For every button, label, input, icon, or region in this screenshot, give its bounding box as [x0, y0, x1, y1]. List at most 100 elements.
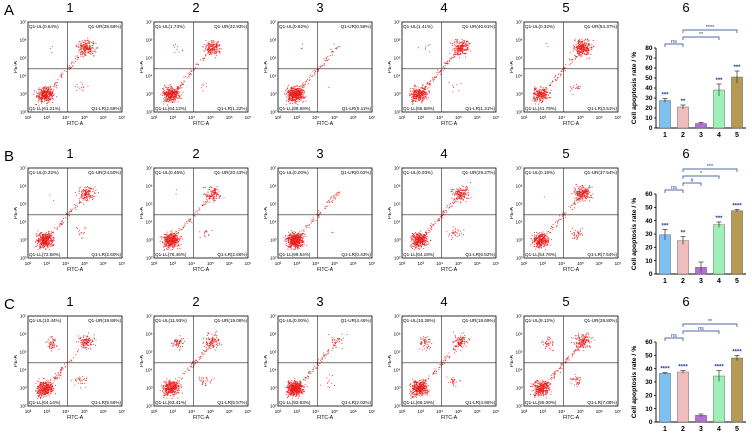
y-tick-label: 10⁴: [270, 368, 277, 373]
x-tick-label: 10⁷: [493, 115, 500, 120]
flow-cytometry-plot: 5 Q1-UL(0.16%) Q1-UR(37.54%) Q1-LL(54.76%) Q…: [510, 146, 622, 273]
x-tick-label: 10⁴: [188, 261, 195, 266]
quadrant-label: Q1-LL(64.12%): [155, 106, 187, 111]
y-tick-label: 10⁶: [270, 184, 277, 189]
x-tick-label: 10⁶: [474, 115, 481, 120]
x-tick-label: 10²: [275, 115, 282, 120]
x-tick-label: 10²: [151, 115, 158, 120]
y-tick-label: 10⁴: [394, 74, 401, 79]
y-tick-label: 10²: [270, 404, 277, 409]
x-tick-label: 10⁶: [226, 409, 233, 414]
bracket-label: **: [708, 319, 713, 325]
x-tick-label: 3: [699, 132, 703, 139]
event-dots: [283, 191, 340, 250]
quadrant-label: Q1-UR(20.43%): [214, 170, 247, 175]
y-tick-label: 40: [645, 85, 653, 92]
y-tick-label: 10⁷: [270, 314, 277, 319]
event-dots: [34, 186, 99, 250]
significance-label: ***: [733, 65, 741, 71]
flow-cytometry-plot: 2 Q1-UL(11.93%) Q1-UR(19.08%) Q1-LL(63.41%)…: [140, 294, 252, 421]
bar: [713, 375, 725, 423]
y-tick-label: 10⁵: [516, 56, 523, 61]
x-tick-label: 10²: [151, 261, 158, 266]
x-axis-label: FITC-A: [317, 267, 334, 273]
event-dots: [409, 182, 472, 251]
flow-cytometry-plot: 5 Q1-UL(9.12%) Q1-UR(28.80%) Q1-LL(55.00%) Q…: [510, 294, 622, 421]
y-tick-label: 0: [649, 419, 653, 426]
y-tick-label: 10⁷: [516, 166, 523, 171]
panel-number: 1: [66, 0, 74, 15]
event-dots: [530, 332, 595, 399]
flow-plot-svg: Q1-UL(0.64%) Q1-UR(35.58%) Q1-LL(61.21%) Q1…: [14, 20, 126, 128]
quadrant-label: Q1-LR(2.66%): [217, 252, 247, 257]
y-tick-label: 10⁶: [270, 38, 277, 43]
x-tick-label: 10³: [418, 409, 425, 414]
y-tick-label: 50: [645, 353, 653, 360]
bar-chart-svg: 0 10 20 30 40 50 60 70 80 Cell apoptosis rate / %…: [631, 25, 746, 139]
x-tick-label: 3: [699, 426, 703, 433]
y-tick-label: 10⁵: [270, 350, 277, 355]
x-tick-label: 10⁴: [558, 115, 565, 120]
y-axis-label: PE-A: [140, 207, 145, 219]
y-tick-label: 10²: [394, 404, 401, 409]
y-tick-label: 10³: [270, 386, 277, 391]
flow-plot-svg: Q1-UL(0.32%) Q1-UR(54.37%) Q1-LL(41.79%) Q1…: [510, 20, 622, 128]
y-tick-label: 10⁵: [394, 202, 401, 207]
significance-label: ****: [732, 203, 742, 209]
event-dots: [34, 332, 97, 400]
y-tick-label: 10³: [516, 92, 523, 97]
quadrant-label: Q1-UL(9.12%): [525, 318, 555, 323]
panel-number: 3: [316, 294, 324, 309]
row-label: B: [4, 148, 15, 165]
significance-label: ****: [678, 365, 688, 371]
apoptosis-bar-chart: 6 0 10 20 30 40 50 60 70 80 Cell apoptosis rate / …: [626, 0, 750, 142]
flow-cytometry-plot: 4 Q1-UL(10.26%) Q1-UR(18.69%) Q1-LL(66.19%)…: [388, 294, 500, 421]
x-tick-label: 10⁴: [62, 115, 69, 120]
y-tick-label: 20: [645, 105, 653, 112]
quadrant-label: Q1-UR(40.61%): [462, 24, 495, 29]
x-tick-label: 10⁷: [119, 409, 126, 414]
x-axis-label: FITC-A: [441, 267, 458, 273]
quadrant-label: Q1-LR(2.02%): [341, 400, 371, 405]
significance-label: **: [681, 231, 686, 237]
y-tick-label: 10³: [394, 92, 401, 97]
x-tick-label: 10²: [275, 409, 282, 414]
bar: [659, 373, 671, 423]
quadrant-label: Q1-UR(4.46%): [341, 318, 372, 323]
y-tick-label: 10⁴: [516, 220, 523, 225]
x-tick-label: 10²: [521, 261, 528, 266]
y-tick-label: 10⁷: [270, 20, 277, 25]
panel-number: 1: [66, 294, 74, 309]
x-tick-label: 10⁷: [245, 261, 252, 266]
y-tick-label: 10⁷: [516, 20, 523, 25]
x-tick-label: 10²: [275, 261, 282, 266]
flow-plot-svg: Q1-UL(0.00%) Q1-UR(0.02%) Q1-LL(99.54%) Q1-…: [264, 166, 376, 274]
quadrant-label: Q1-UL(1.73%): [155, 24, 185, 29]
x-tick-label: 10⁶: [350, 261, 357, 266]
x-tick-label: 10³: [294, 409, 301, 414]
quadrant-label: Q1-LL(99.54%): [279, 252, 311, 257]
y-tick-label: 50: [645, 205, 653, 212]
x-tick-label: 10³: [170, 115, 177, 120]
x-tick-label: 10⁴: [62, 261, 69, 266]
bar: [731, 210, 743, 275]
x-tick-label: 10²: [399, 409, 406, 414]
x-tick-label: 10⁵: [577, 409, 584, 414]
panel-number: 5: [562, 146, 570, 161]
x-tick-label: 10⁷: [119, 115, 126, 120]
y-tick-label: 10⁵: [146, 56, 153, 61]
x-axis-label: FITC-A: [193, 121, 210, 127]
event-dots: [530, 184, 594, 251]
x-tick-label: 10⁷: [615, 409, 622, 414]
quadrant-label: Q1-LL(56.68%): [403, 106, 435, 111]
x-tick-label: 10²: [399, 115, 406, 120]
y-tick-label: 10⁵: [394, 350, 401, 355]
quadrant-label: Q1-LL(64.18%): [403, 252, 435, 257]
y-tick-label: 10⁴: [516, 368, 523, 373]
y-tick-label: 60: [645, 191, 653, 198]
flow-cytometry-plot: 3 Q1-UL(0.62%) Q1-UR(0.58%) Q1-LL(88.69%) Q1…: [264, 0, 376, 127]
bracket-label: ns: [698, 326, 704, 332]
quadrant-label: Q1-UL(1.41%): [403, 24, 433, 29]
y-tick-label: 10⁶: [146, 184, 153, 189]
x-tick-label: 10³: [540, 115, 547, 120]
